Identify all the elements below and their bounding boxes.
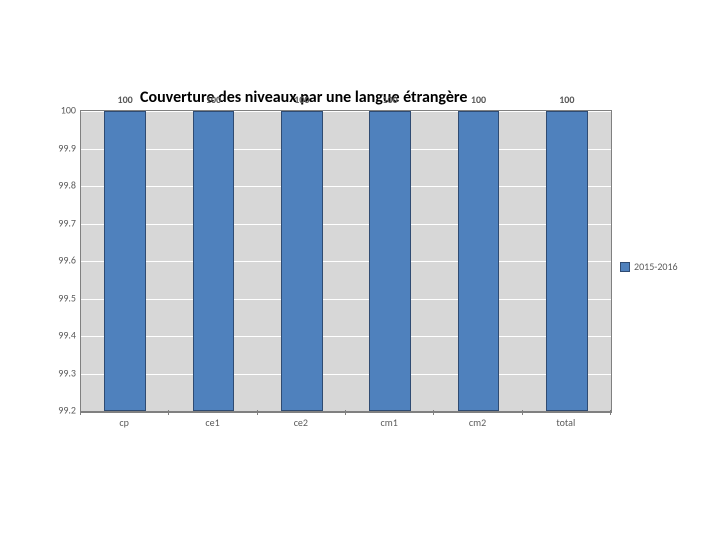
x-tick-label: total — [556, 416, 575, 429]
y-tick-label: 99.5 — [40, 291, 76, 304]
x-tick-label: cm2 — [469, 416, 486, 429]
data-label: 100 — [471, 93, 486, 106]
grid-line — [81, 374, 611, 375]
x-tick-mark — [168, 410, 169, 415]
bar-slot: 100 — [104, 111, 146, 411]
grid-line — [81, 336, 611, 337]
bar — [458, 111, 500, 411]
plot-area: 100 100 100 100 100 100 — [80, 110, 612, 413]
x-tick-mark — [433, 410, 434, 415]
bar-slot: 100 — [546, 111, 588, 411]
bar — [369, 111, 411, 411]
bar — [546, 111, 588, 411]
x-tick-mark — [345, 410, 346, 415]
grid-line — [81, 299, 611, 300]
bar — [104, 111, 146, 411]
bar-slot: 100 — [281, 111, 323, 411]
data-label: 100 — [206, 93, 221, 106]
grid-line — [81, 261, 611, 262]
grid-line — [81, 149, 611, 150]
y-tick-label: 100 — [40, 104, 76, 117]
legend: 2015-2016 — [620, 260, 678, 273]
data-label: 100 — [294, 93, 309, 106]
data-label: 100 — [118, 93, 133, 106]
data-label: 100 — [559, 93, 574, 106]
bar — [193, 111, 235, 411]
x-tick-label: cp — [119, 416, 128, 429]
y-tick-label: 99.8 — [40, 179, 76, 192]
y-tick-label: 99.6 — [40, 254, 76, 267]
bar-slot: 100 — [369, 111, 411, 411]
chart-container: Couverture des niveaux par une langue ét… — [40, 110, 690, 440]
data-label: 100 — [383, 93, 398, 106]
grid-line — [81, 186, 611, 187]
bar — [281, 111, 323, 411]
y-tick-label: 99.2 — [40, 404, 76, 417]
grid-line — [81, 224, 611, 225]
bar-slot: 100 — [458, 111, 500, 411]
grid-line — [81, 111, 611, 112]
x-tick-mark — [522, 410, 523, 415]
y-tick-label: 99.9 — [40, 141, 76, 154]
y-tick-label: 99.3 — [40, 366, 76, 379]
y-tick-label: 99.4 — [40, 329, 76, 342]
chart-title: Couverture des niveaux par une langue ét… — [140, 88, 690, 107]
legend-swatch — [620, 262, 630, 272]
x-tick-label: ce1 — [205, 416, 219, 429]
bar-slot: 100 — [193, 111, 235, 411]
x-tick-mark — [257, 410, 258, 415]
x-tick-mark — [80, 410, 81, 415]
x-tick-mark — [610, 410, 611, 415]
legend-label: 2015-2016 — [634, 260, 678, 273]
x-tick-label: cm1 — [381, 416, 398, 429]
x-tick-label: ce2 — [294, 416, 308, 429]
y-tick-label: 99.7 — [40, 216, 76, 229]
